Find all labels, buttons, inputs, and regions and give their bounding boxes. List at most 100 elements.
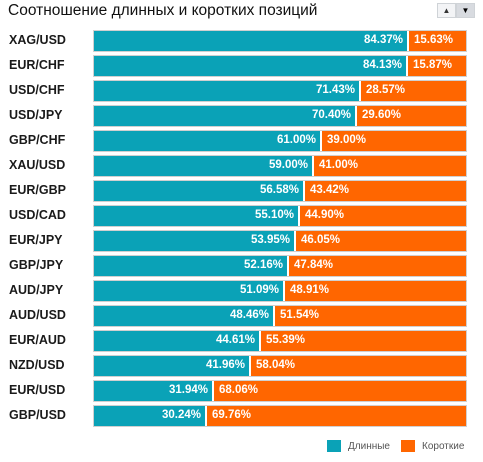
bar-track: 59.00% 41.00% [93, 155, 467, 177]
legend-item-short: Короткие [401, 440, 464, 452]
short-bar: 47.84% [289, 256, 466, 276]
long-bar-label: 53.95% [250, 234, 290, 246]
category-label: EUR/CHF [9, 58, 65, 72]
bar-track: 84.37% 15.63% [93, 30, 467, 52]
category-label: USD/CAD [9, 208, 66, 222]
legend-item-long: Длинные [327, 440, 390, 452]
long-bar-label: 44.61% [215, 334, 255, 346]
category-label: AUD/JPY [9, 283, 64, 297]
chart-row: EUR/JPY 53.95% 46.05% [0, 230, 483, 252]
long-bar: 51.09% [94, 281, 283, 301]
long-bar-label: 56.58% [259, 184, 299, 196]
category-label: XAU/USD [9, 158, 66, 172]
short-bar: 51.54% [275, 306, 466, 326]
long-bar: 30.24% [94, 406, 205, 426]
short-bar-label: 58.04% [256, 359, 296, 371]
short-bar-label: 39.00% [327, 134, 367, 146]
long-bar-label: 71.43% [315, 84, 355, 96]
long-bar-label: 55.10% [254, 209, 294, 221]
bar-divider [205, 406, 207, 426]
bar-divider [212, 381, 214, 401]
short-bar: 41.00% [314, 156, 466, 176]
bar-divider [283, 281, 285, 301]
chart-row: AUD/JPY 51.09% 48.91% [0, 280, 483, 302]
chart-row: EUR/GBP 56.58% 43.42% [0, 180, 483, 202]
bar-track: 61.00% 39.00% [93, 130, 467, 152]
short-bar-label: 68.06% [219, 384, 259, 396]
short-bar: 39.00% [322, 131, 466, 151]
bar-track: 31.94% 68.06% [93, 380, 467, 402]
bar-divider [259, 331, 261, 351]
chart-row: EUR/AUD 44.61% 55.39% [0, 330, 483, 352]
page-title: Соотношение длинных и коротких позиций [8, 2, 318, 19]
short-bar-label: 51.54% [280, 309, 320, 321]
sort-controls: ▲ ▼ [437, 3, 475, 18]
short-bar-label: 43.42% [310, 184, 350, 196]
short-bar: 69.76% [207, 406, 466, 426]
bar-track: 44.61% 55.39% [93, 330, 467, 352]
chart-row: GBP/USD 30.24% 69.76% [0, 405, 483, 427]
short-bar: 29.60% [357, 106, 466, 126]
triangle-down-icon: ▼ [461, 6, 470, 15]
long-bar: 70.40% [94, 106, 355, 126]
bar-divider [287, 256, 289, 276]
chart-row: XAU/USD 59.00% 41.00% [0, 155, 483, 177]
category-label: XAG/USD [9, 33, 66, 47]
short-bar-label: 44.90% [305, 209, 345, 221]
chart-row: GBP/JPY 52.16% 47.84% [0, 255, 483, 277]
bar-track: 56.58% 43.42% [93, 180, 467, 202]
bar-divider [298, 206, 300, 226]
chart-row: USD/JPY 70.40% 29.60% [0, 105, 483, 127]
chart-row: EUR/CHF 84.13% 15.87% [0, 55, 483, 77]
long-bar-label: 70.40% [311, 109, 351, 121]
category-label: EUR/USD [9, 383, 66, 397]
long-bar-label: 84.37% [363, 34, 403, 46]
long-bar: 44.61% [94, 331, 259, 351]
bar-divider [312, 156, 314, 176]
bar-track: 41.96% 58.04% [93, 355, 467, 377]
chart-row: USD/CHF 71.43% 28.57% [0, 80, 483, 102]
long-bar-label: 52.16% [243, 259, 283, 271]
short-bar-label: 41.00% [319, 159, 359, 171]
short-bar-label: 48.91% [290, 284, 330, 296]
long-bar: 48.46% [94, 306, 273, 326]
long-bar: 53.95% [94, 231, 294, 251]
short-bar-label: 69.76% [212, 409, 252, 421]
long-bar: 52.16% [94, 256, 287, 276]
ratio-chart: XAG/USD 84.37% 15.63% EUR/CHF 84.13% 15.87% US… [0, 30, 483, 430]
short-bar: 46.05% [296, 231, 466, 251]
long-bar-label: 61.00% [276, 134, 316, 146]
category-label: GBP/USD [9, 408, 66, 422]
bar-divider [407, 31, 409, 51]
sort-down-button[interactable]: ▼ [456, 3, 475, 18]
chart-row: EUR/USD 31.94% 68.06% [0, 380, 483, 402]
category-label: AUD/USD [9, 308, 66, 322]
short-bar-label: 46.05% [301, 234, 341, 246]
long-bar-label: 84.13% [362, 59, 402, 71]
sort-up-button[interactable]: ▲ [437, 3, 456, 18]
bar-track: 71.43% 28.57% [93, 80, 467, 102]
category-label: USD/CHF [9, 83, 65, 97]
legend-swatch-short [401, 440, 415, 452]
chart-legend: Длинные Короткие [0, 440, 483, 456]
legend-label-short: Короткие [422, 440, 465, 452]
category-label: GBP/CHF [9, 133, 66, 147]
long-bar: 41.96% [94, 356, 249, 376]
long-bar: 61.00% [94, 131, 320, 151]
bar-track: 53.95% 46.05% [93, 230, 467, 252]
short-bar-label: 55.39% [266, 334, 306, 346]
chart-row: NZD/USD 41.96% 58.04% [0, 355, 483, 377]
category-label: EUR/JPY [9, 233, 63, 247]
long-bar: 31.94% [94, 381, 212, 401]
bar-divider [359, 81, 361, 101]
chart-row: XAG/USD 84.37% 15.63% [0, 30, 483, 52]
chart-row: GBP/CHF 61.00% 39.00% [0, 130, 483, 152]
short-bar-label: 47.84% [294, 259, 334, 271]
bar-track: 52.16% 47.84% [93, 255, 467, 277]
legend-swatch-long [327, 440, 341, 452]
short-bar: 68.06% [214, 381, 466, 401]
short-bar: 28.57% [361, 81, 466, 101]
short-bar: 58.04% [251, 356, 466, 376]
bar-track: 70.40% 29.60% [93, 105, 467, 127]
